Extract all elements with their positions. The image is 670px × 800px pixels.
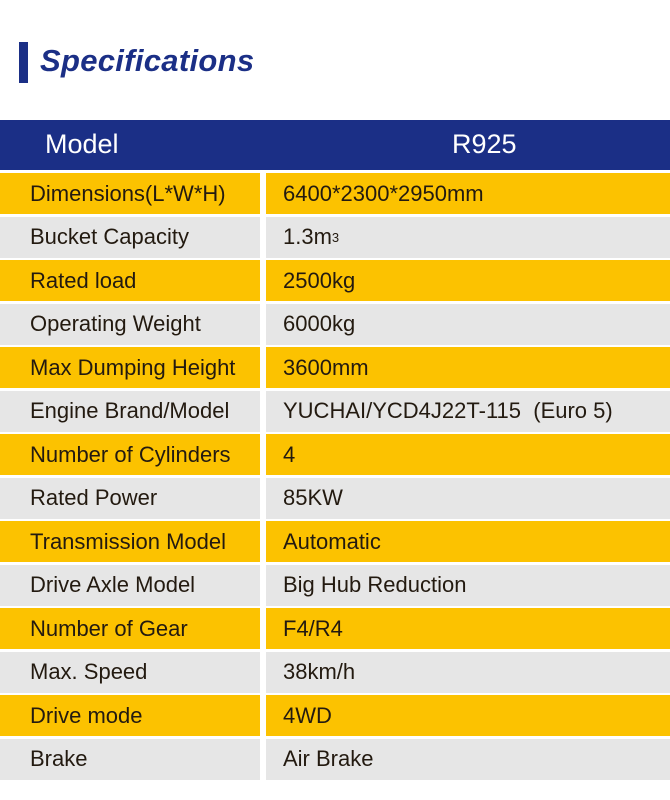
spec-value: Automatic <box>266 521 670 562</box>
spec-value: 6000kg <box>266 303 670 345</box>
spec-label: Engine Brand/Model <box>0 390 260 432</box>
spec-value-text: 6400*2300*2950mm <box>283 180 484 206</box>
spec-value: 2500kg <box>266 260 670 301</box>
header-label: Model <box>45 129 119 159</box>
spec-value: 4WD <box>266 695 670 736</box>
table-row: Brake Air Brake <box>0 738 670 780</box>
spec-value: 6400*2300*2950mm <box>266 173 670 214</box>
table-row: Rated load 2500kg <box>0 260 670 301</box>
table-row: Drive mode 4WD <box>0 695 670 736</box>
spec-label: Transmission Model <box>0 521 260 562</box>
page-title: Specifications <box>40 43 255 78</box>
spec-value: 4 <box>266 434 670 475</box>
spec-value-text: Automatic <box>283 528 381 554</box>
spec-label: Rated Power <box>0 477 260 519</box>
spec-value-text: 4WD <box>283 702 332 728</box>
spec-value-superscript: 3 <box>331 229 340 245</box>
spec-label: Number of Cylinders <box>0 434 260 475</box>
title-accent-bar <box>19 42 28 83</box>
table-row: Engine Brand/Model YUCHAI/YCD4J22T-115 (E… <box>0 390 670 432</box>
spec-table: Dimensions(L*W*H) 6400*2300*2950mm Bucket … <box>0 173 670 782</box>
header-value: R925 <box>452 129 517 159</box>
spec-label: Number of Gear <box>0 608 260 649</box>
spec-value-text: 2500kg <box>283 267 356 293</box>
spec-value: 3600mm <box>266 347 670 388</box>
spec-label: Drive Axle Model <box>0 564 260 606</box>
spec-value: Air Brake <box>266 738 670 780</box>
spec-value-text: 1.3m <box>283 224 332 249</box>
spec-value: 85KW <box>266 477 670 519</box>
table-row: Max Dumping Height 3600mm <box>0 347 670 388</box>
spec-value: F4/R4 <box>266 608 670 649</box>
spec-label: Dimensions(L*W*H) <box>0 173 260 214</box>
spec-label: Max Dumping Height <box>0 347 260 388</box>
table-row: Drive Axle Model Big Hub Reduction <box>0 564 670 606</box>
spec-value-text: 4 <box>283 441 296 467</box>
spec-label: Rated load <box>0 260 260 301</box>
table-row: Number of Gear F4/R4 <box>0 608 670 649</box>
spec-value: Big Hub Reduction <box>266 564 670 606</box>
table-row: Bucket Capacity 1.3m 3 <box>0 216 670 258</box>
spec-label: Max. Speed <box>0 651 260 693</box>
spec-value-text: 3600mm <box>283 354 369 380</box>
table-row: Operating Weight 6000kg <box>0 303 670 345</box>
spec-value-text: YUCHAI/YCD4J22T-115 (Euro 5) <box>283 398 613 423</box>
table-row: Rated Power 85KW <box>0 477 670 519</box>
spec-value-text: Air Brake <box>283 746 374 771</box>
spec-label: Brake <box>0 738 260 780</box>
spec-value: 1.3m 3 <box>266 216 670 258</box>
spec-value-text: Big Hub Reduction <box>283 572 467 597</box>
spec-value-text: 85KW <box>283 485 343 510</box>
spec-value-text: 38km/h <box>283 659 356 684</box>
spec-label: Operating Weight <box>0 303 260 345</box>
table-header: Model R925 <box>0 120 670 170</box>
spec-label: Bucket Capacity <box>0 216 260 258</box>
spec-label: Drive mode <box>0 695 260 736</box>
spec-value-text: 6000kg <box>283 311 356 336</box>
spec-value-text: F4/R4 <box>283 615 343 641</box>
table-row: Transmission Model Automatic <box>0 521 670 562</box>
table-row: Max. Speed 38km/h <box>0 651 670 693</box>
table-row: Dimensions(L*W*H) 6400*2300*2950mm <box>0 173 670 214</box>
spec-value: 38km/h <box>266 651 670 693</box>
table-row: Number of Cylinders 4 <box>0 434 670 475</box>
spec-value: YUCHAI/YCD4J22T-115 (Euro 5) <box>266 390 670 432</box>
